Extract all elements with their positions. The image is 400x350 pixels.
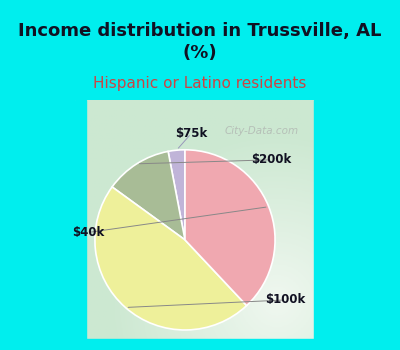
Text: City-Data.com: City-Data.com	[225, 126, 299, 136]
Text: $100k: $100k	[265, 293, 305, 307]
Text: Hispanic or Latino residents: Hispanic or Latino residents	[93, 76, 307, 91]
Text: $75k: $75k	[175, 127, 207, 140]
Text: $40k: $40k	[72, 226, 105, 239]
Wedge shape	[185, 150, 275, 306]
Bar	[75, 100, 86, 350]
Wedge shape	[168, 150, 185, 240]
Wedge shape	[95, 187, 247, 330]
Bar	[75, 339, 325, 350]
Wedge shape	[112, 152, 185, 240]
Text: Income distribution in Trussville, AL
(%): Income distribution in Trussville, AL (%…	[18, 22, 382, 62]
Bar	[314, 100, 325, 350]
Text: $200k: $200k	[251, 153, 292, 166]
